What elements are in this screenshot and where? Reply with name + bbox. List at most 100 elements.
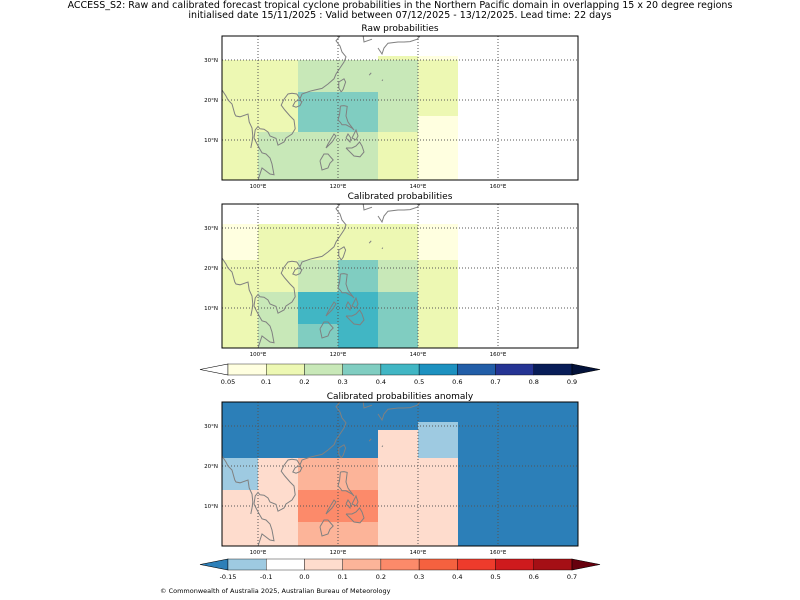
coastline <box>292 465 303 474</box>
calibrated-probabilities-title: Calibrated probabilities <box>347 192 453 202</box>
probability-cell <box>258 260 298 292</box>
raw-probabilities-title: Raw probabilities <box>361 24 439 34</box>
probability-cell <box>298 132 338 180</box>
probability-cell <box>298 92 338 124</box>
colorbar-tick-label: 0.1 <box>261 378 271 386</box>
coastline <box>345 499 352 510</box>
y-tick-label: 10°N <box>204 306 218 312</box>
probability-cell <box>378 458 418 546</box>
y-tick-label: 10°N <box>204 504 218 510</box>
coastline <box>345 507 365 524</box>
probability-cell <box>378 324 418 348</box>
probability-cell <box>222 224 258 260</box>
coastline <box>337 105 355 131</box>
colorbar-segment <box>495 558 534 571</box>
probability-cell <box>338 132 378 180</box>
figure-subtitle: initialised date 15/11/2025 : Valid betw… <box>188 10 612 21</box>
y-tick-label: 20°N <box>204 464 218 470</box>
probability-cell <box>258 292 298 348</box>
colorbar-tick-label: 0.6 <box>452 378 462 386</box>
x-tick-label: 120°E <box>330 550 347 556</box>
probability-cell <box>258 458 298 490</box>
probability-cell <box>338 60 378 92</box>
probability-cell <box>258 92 298 132</box>
probability-cell <box>378 116 418 132</box>
probability-cell <box>222 458 258 490</box>
coastline <box>377 401 421 422</box>
probability-cell <box>338 522 378 546</box>
probability-cell <box>222 490 258 546</box>
coastline <box>338 78 347 93</box>
y-tick-label: 10°N <box>204 138 218 144</box>
colorbar-tick-label: 0.4 <box>376 378 386 386</box>
coastline <box>292 267 303 276</box>
y-tick-label: 20°N <box>204 266 218 272</box>
x-tick-label: 160°E <box>490 550 507 556</box>
colorbar-tick-label: 0.1 <box>337 573 347 581</box>
probability-cell <box>222 92 258 132</box>
colorbar-segment <box>342 363 382 376</box>
colorbar-segment <box>304 558 343 571</box>
y-tick-label: 30°N <box>204 424 218 430</box>
probability-cell <box>378 260 418 292</box>
colorbar-segment <box>227 363 267 376</box>
x-tick-label: 160°E <box>490 184 507 190</box>
coastline <box>377 35 421 56</box>
x-tick-label: 100°E <box>250 550 267 556</box>
colorbar-over-arrow <box>571 363 601 376</box>
colorbar-segment <box>418 558 458 571</box>
probability-cell <box>298 224 338 260</box>
probability-cell <box>418 224 458 260</box>
x-tick-label: 100°E <box>250 352 267 358</box>
colorbar-under-arrow <box>199 363 229 376</box>
colorbar-segment <box>342 558 382 571</box>
colorbar-segment <box>533 363 573 376</box>
panel-frame <box>221 35 579 181</box>
coastline <box>381 445 384 448</box>
colorbar-tick-label: 0.8 <box>529 378 539 386</box>
coastline <box>337 471 355 497</box>
colorbar-tick-label: 0.7 <box>490 378 500 386</box>
coastline <box>221 257 254 317</box>
coastline <box>325 301 337 317</box>
map-panel-3: 100°E 120°E 140°E 160°E 10°N 20°N 30°N <box>204 401 579 556</box>
coastline <box>381 247 384 250</box>
probability-cell <box>418 60 458 116</box>
colorbar-tick-label: 0.3 <box>337 378 347 386</box>
coastline <box>381 79 384 82</box>
coastline <box>319 153 334 171</box>
colorbar-tick-label: 0.2 <box>299 378 309 386</box>
panel-frame <box>221 203 579 349</box>
probability-cell <box>298 458 338 490</box>
probability-cell <box>418 56 458 60</box>
coastline <box>292 99 303 108</box>
probability-cell <box>378 430 418 458</box>
map-panel-1: 100°E 120°E 140°E 160°E 10°N 20°N 30°N <box>204 35 579 190</box>
coastline <box>319 519 334 537</box>
colorbar-segment <box>457 363 496 376</box>
coastline <box>221 89 254 149</box>
probability-cell <box>298 522 338 546</box>
colorbar-segment <box>227 558 267 571</box>
x-tick-label: 160°E <box>490 352 507 358</box>
probability-cell <box>418 422 458 458</box>
probability-cell <box>338 458 378 490</box>
coastline <box>319 321 334 339</box>
colorbar-segment <box>418 363 458 376</box>
coastline <box>368 438 372 442</box>
colorbar-tick-label: 0.0 <box>299 573 309 581</box>
probability-cell <box>222 260 258 348</box>
colorbar-tick-label: 0.5 <box>490 573 500 581</box>
coastline <box>345 133 352 144</box>
probability-cell <box>378 60 418 92</box>
probability-cell <box>258 60 298 92</box>
colorbar-segment <box>457 558 496 571</box>
probability-cell <box>258 490 298 546</box>
colorbar-segment <box>266 558 305 571</box>
probability-cell <box>338 92 378 124</box>
colorbar-tick-label: -0.1 <box>260 573 273 581</box>
x-tick-label: 120°E <box>330 184 347 190</box>
colorbar-tick-label: 0.9 <box>567 378 577 386</box>
coastline <box>325 133 337 149</box>
